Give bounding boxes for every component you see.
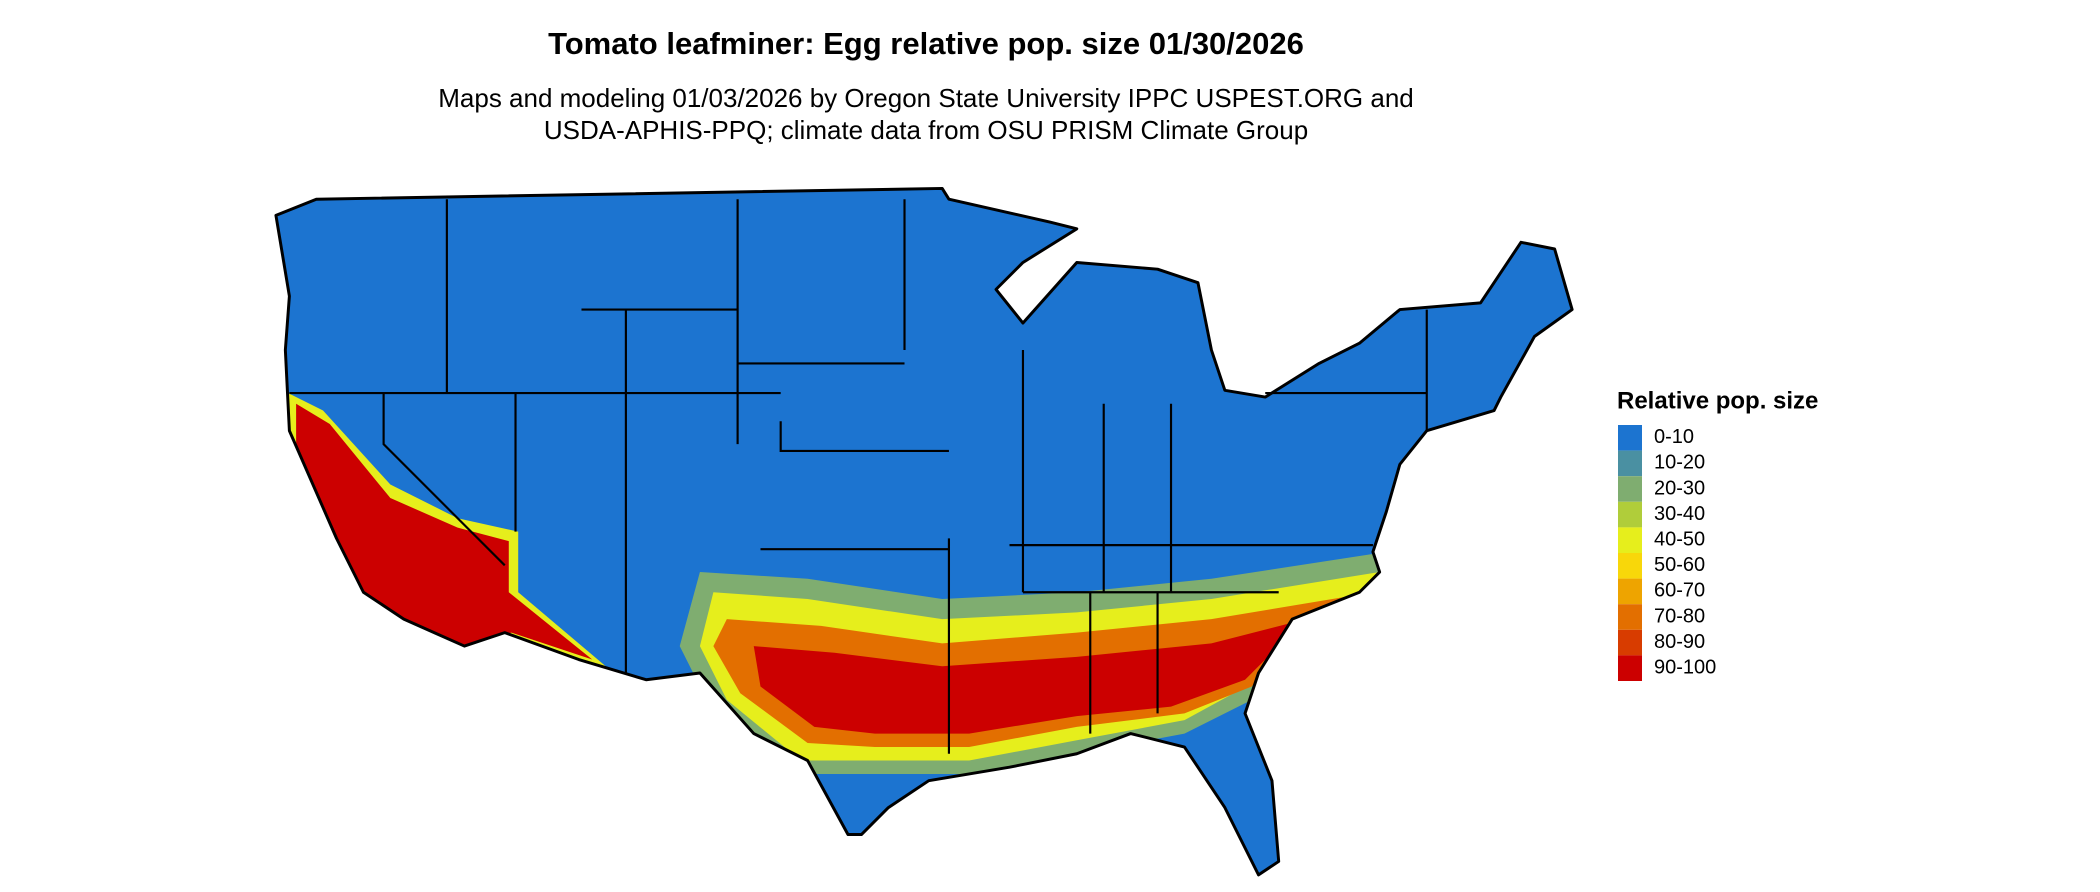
legend-label: 20-30 bbox=[1654, 477, 1705, 499]
legend-swatch bbox=[1618, 450, 1642, 477]
legend-swatch bbox=[1618, 655, 1642, 681]
legend-label: 30-40 bbox=[1654, 503, 1705, 525]
subtitle: Maps and modeling 01/03/2026 by Oregon S… bbox=[438, 83, 1414, 113]
legend-label: 0-10 bbox=[1654, 426, 1694, 448]
legend-swatch bbox=[1618, 578, 1642, 605]
legend-label: 60-70 bbox=[1654, 580, 1705, 602]
legend-label: 50-60 bbox=[1654, 554, 1705, 576]
legend-swatch bbox=[1618, 476, 1642, 502]
legend-swatch bbox=[1618, 553, 1642, 579]
legend-swatch bbox=[1618, 527, 1642, 553]
legend: 0-10 10-20 20-30 30-40 40-50 50-60 60-70 70-80 8… bbox=[1618, 425, 1716, 681]
state-borders bbox=[289, 199, 1428, 754]
legend-swatch bbox=[1618, 629, 1642, 656]
legend-title: Relative pop. size bbox=[1617, 387, 1818, 414]
title: Tomato leafminer: Egg relative pop. size… bbox=[548, 26, 1304, 61]
region bbox=[753, 612, 1333, 734]
legend-label: 10-20 bbox=[1654, 452, 1705, 474]
legend-swatch bbox=[1618, 501, 1642, 528]
legend-swatch bbox=[1618, 425, 1642, 451]
subtitle: USDA-APHIS-PPQ; climate data from OSU PR… bbox=[544, 115, 1308, 145]
legend-swatch bbox=[1618, 604, 1642, 630]
legend-label: 90-100 bbox=[1654, 656, 1716, 678]
country-outline bbox=[274, 186, 1574, 877]
legend-label: 80-90 bbox=[1654, 631, 1705, 653]
us-map bbox=[274, 186, 1574, 877]
legend-label: 40-50 bbox=[1654, 528, 1705, 550]
legend-label: 70-80 bbox=[1654, 605, 1705, 627]
